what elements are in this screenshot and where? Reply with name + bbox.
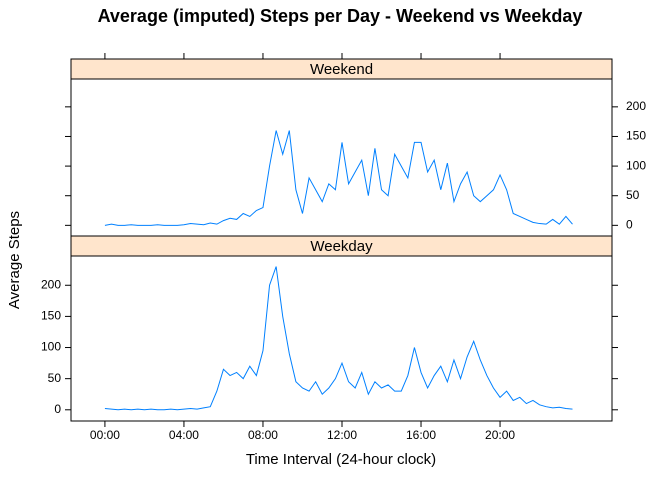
chart-title: Average (imputed) Steps per Day - Weeken… <box>98 6 583 26</box>
strip-label: Weekday <box>310 238 373 255</box>
panel-frame <box>70 78 613 237</box>
y-tick-label: 50 <box>48 371 62 385</box>
y-tick-label: 150 <box>41 309 61 323</box>
x-tick-label: 00:00 <box>90 428 120 442</box>
panel-frame <box>70 255 613 422</box>
x-tick-label: 08:00 <box>248 428 278 442</box>
x-tick-label: 12:00 <box>327 428 357 442</box>
x-tick-label: 20:00 <box>485 428 515 442</box>
y-tick-label: 0 <box>54 402 61 416</box>
y-tick-label: 100 <box>626 158 646 172</box>
y-tick-label: 200 <box>41 277 61 291</box>
x-axis-title: Time Interval (24-hour clock) <box>246 451 436 468</box>
line <box>104 266 573 411</box>
y-tick-label: 0 <box>626 218 633 232</box>
line <box>104 130 573 226</box>
y-tick-label: 200 <box>626 99 646 113</box>
y-axis-title: Average Steps <box>6 211 23 309</box>
y-tick-label: 100 <box>41 340 61 354</box>
x-tick-label: 16:00 <box>406 428 436 442</box>
y-tick-label: 150 <box>626 129 646 143</box>
strip-label: Weekend <box>310 61 373 78</box>
x-tick-label: 04:00 <box>169 428 199 442</box>
y-tick-label: 50 <box>626 188 640 202</box>
